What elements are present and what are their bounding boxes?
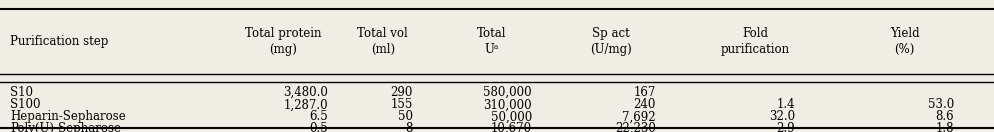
Text: 53.0: 53.0 bbox=[928, 98, 954, 111]
Text: 32.0: 32.0 bbox=[769, 110, 795, 123]
Text: S10: S10 bbox=[10, 86, 33, 99]
Text: 167: 167 bbox=[633, 86, 656, 99]
Text: 7,692: 7,692 bbox=[622, 110, 656, 123]
Text: 6.5: 6.5 bbox=[309, 110, 328, 123]
Text: 3,480.0: 3,480.0 bbox=[283, 86, 328, 99]
Text: 240: 240 bbox=[633, 98, 656, 111]
Text: 22,230: 22,230 bbox=[615, 122, 656, 132]
Text: Total
Uᵃ: Total Uᵃ bbox=[477, 27, 507, 56]
Text: 8.6: 8.6 bbox=[935, 110, 954, 123]
Text: 8: 8 bbox=[406, 122, 413, 132]
Text: 1.8: 1.8 bbox=[935, 122, 954, 132]
Text: Total vol
(ml): Total vol (ml) bbox=[357, 27, 409, 56]
Text: 290: 290 bbox=[390, 86, 413, 99]
Text: 50,000: 50,000 bbox=[491, 110, 532, 123]
Text: Purification step: Purification step bbox=[10, 35, 108, 48]
Text: Heparin-Sepharose: Heparin-Sepharose bbox=[10, 110, 125, 123]
Text: Yield
(%): Yield (%) bbox=[890, 27, 919, 56]
Text: 580,000: 580,000 bbox=[483, 86, 532, 99]
Text: 10,670: 10,670 bbox=[491, 122, 532, 132]
Text: 1.4: 1.4 bbox=[776, 98, 795, 111]
Text: 0.5: 0.5 bbox=[309, 122, 328, 132]
Text: Total protein
(mg): Total protein (mg) bbox=[246, 27, 321, 56]
Text: Poly(U)-Sepharose: Poly(U)-Sepharose bbox=[10, 122, 121, 132]
Text: Fold
purification: Fold purification bbox=[721, 27, 790, 56]
Text: 50: 50 bbox=[398, 110, 413, 123]
Text: 155: 155 bbox=[390, 98, 413, 111]
Text: Sp act
(U/mg): Sp act (U/mg) bbox=[590, 27, 632, 56]
Text: 2.9: 2.9 bbox=[776, 122, 795, 132]
Text: 310,000: 310,000 bbox=[483, 98, 532, 111]
Text: 1,287.0: 1,287.0 bbox=[283, 98, 328, 111]
Text: S100: S100 bbox=[10, 98, 41, 111]
